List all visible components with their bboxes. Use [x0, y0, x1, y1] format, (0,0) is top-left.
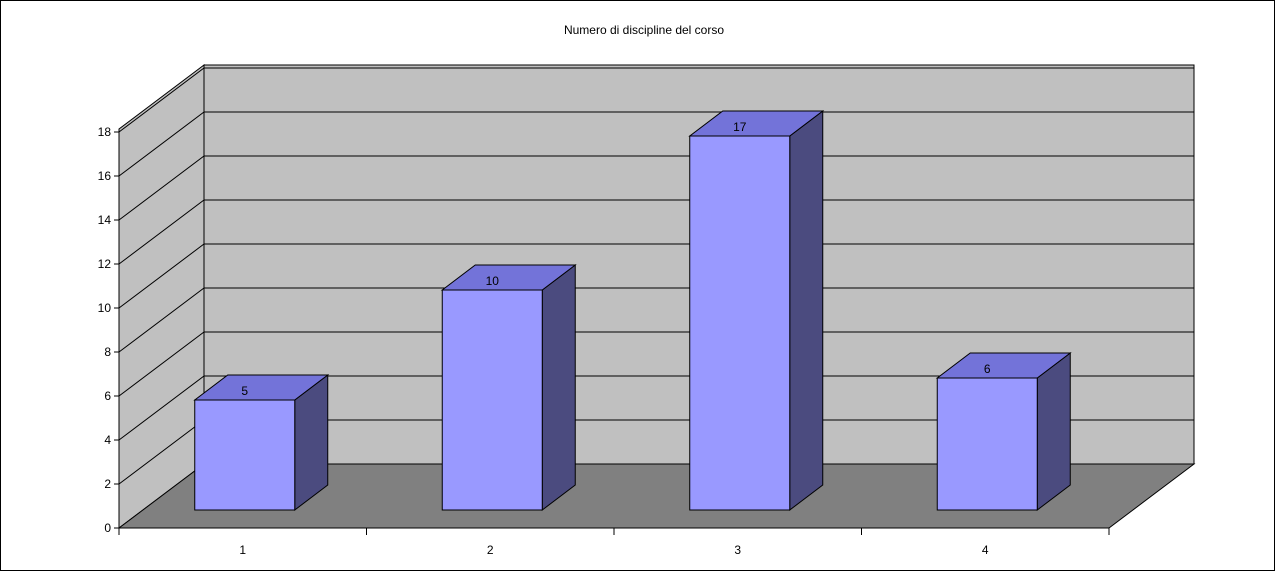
y-tick-label: 10 — [98, 301, 112, 315]
bar-front-face — [441, 289, 543, 511]
data-label: 6 — [984, 362, 991, 376]
y-tick-label: 16 — [98, 169, 112, 183]
x-tick-label: 2 — [487, 543, 494, 557]
gridline — [118, 155, 1194, 221]
bar-side-face — [1036, 351, 1071, 512]
data-label: 17 — [733, 120, 747, 134]
bar — [935, 351, 1072, 512]
y-tick-label: 4 — [104, 433, 111, 447]
bar — [688, 109, 825, 512]
chart-title: Numero di discipline del corso — [564, 23, 724, 37]
y-tick-label: 12 — [98, 257, 112, 271]
bar-side-face — [789, 109, 824, 512]
x-tick-label: 4 — [982, 543, 989, 557]
gridline — [118, 111, 1194, 177]
bars — [193, 109, 1072, 512]
bar — [440, 263, 577, 512]
x-tick-label: 3 — [734, 543, 741, 557]
gridline — [118, 375, 1194, 441]
bar-front-face — [689, 135, 791, 511]
bar-front-face — [194, 399, 296, 511]
gridline — [118, 243, 1194, 309]
y-tick-label: 8 — [104, 345, 111, 359]
bar — [193, 373, 330, 512]
gridline — [118, 67, 1194, 133]
data-label: 5 — [241, 384, 248, 398]
x-tick-label: 1 — [239, 543, 246, 557]
data-label: 10 — [486, 274, 500, 288]
side-wall — [118, 63, 205, 530]
y-tick-label: 2 — [104, 477, 111, 491]
gridline — [118, 331, 1194, 397]
y-tick-label: 18 — [98, 125, 112, 139]
gridline — [118, 287, 1194, 353]
y-tick-label: 6 — [104, 389, 111, 403]
y-tick-label: 0 — [104, 521, 111, 535]
bar-side-face — [541, 263, 576, 512]
bar-front-face — [936, 377, 1038, 511]
y-tick-label: 14 — [98, 213, 112, 227]
data-labels: 5 10 17 6 — [241, 120, 991, 398]
gridline — [118, 199, 1194, 265]
